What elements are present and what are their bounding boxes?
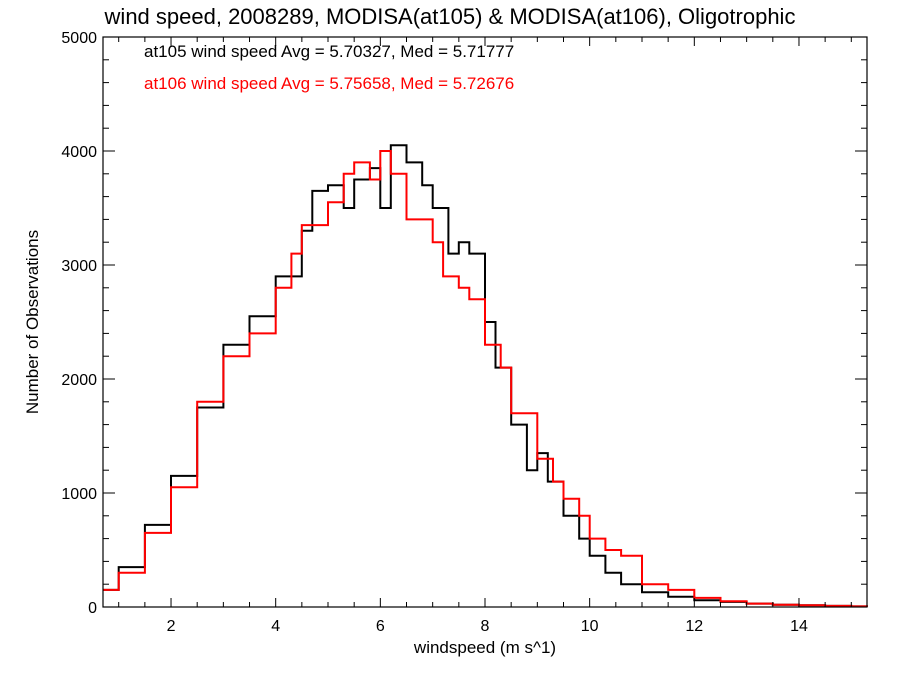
x-tick-label: 2 [167,618,176,635]
x-tick-label: 14 [790,618,808,635]
annotation-at105: at105 wind speed Avg = 5.70327, Med = 5.… [144,42,515,61]
y-tick-label: 2000 [61,372,97,389]
y-tick-label: 1000 [61,486,97,503]
y-tick-label: 4000 [61,144,97,161]
y-tick-label: 0 [88,600,97,617]
x-tick-label: 8 [481,618,490,635]
y-tick-label: 3000 [61,258,97,275]
annotation-at106: at106 wind speed Avg = 5.75658, Med = 5.… [144,74,515,93]
chart-title: wind speed, 2008289, MODISA(at105) & MOD… [104,4,796,29]
x-axis-label: windspeed (m s^1) [413,638,557,657]
x-tick-label: 10 [581,618,599,635]
x-tick-label: 6 [376,618,385,635]
x-tick-label: 4 [271,618,280,635]
series-line-1 [103,144,868,608]
x-tick-label: 12 [685,618,703,635]
y-tick-label: 5000 [61,30,97,47]
series-line-2 [103,150,868,608]
